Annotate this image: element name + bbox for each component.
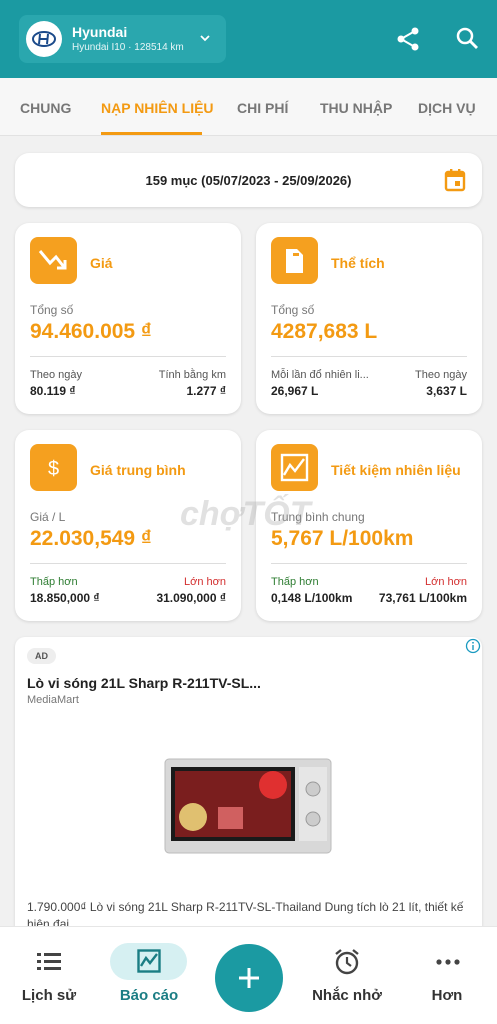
search-button[interactable] <box>455 26 481 52</box>
history-icon <box>37 953 61 970</box>
stat-card[interactable]: Thể tích Tổng số 4287,683 L Mỗi lần đổ nhiê… <box>256 223 482 414</box>
date-range: 159 mục (05/07/2023 - 25/09/2026) <box>145 173 352 188</box>
stat-icon: $ <box>30 444 77 491</box>
svg-text:$: $ <box>48 458 59 480</box>
tab-indicator <box>101 132 202 135</box>
total-value: 22.030,549 ₫ <box>30 527 152 550</box>
dropdown-icon <box>200 35 210 42</box>
calendar-icon[interactable] <box>444 168 466 192</box>
right-label: Lớn hơn <box>184 576 226 588</box>
tab-bar: CHUNG NẠP NHIÊN LIỆU CHI PHÍ THU NHẬP DỊCH V… <box>0 78 497 136</box>
reminder-icon <box>335 949 359 975</box>
total-label: Giá / L <box>30 510 66 524</box>
left-value: 80.119 ₫ <box>30 384 76 398</box>
total-label: Trung bình chung <box>271 510 365 524</box>
total-label: Tổng số <box>30 303 74 317</box>
date-range-card[interactable]: 159 mục (05/07/2023 - 25/09/2026) <box>15 153 482 207</box>
left-value: 26,967 L <box>271 384 319 398</box>
total-value: 5,767 L/100km <box>271 527 414 550</box>
tab[interactable]: CHUNG <box>20 100 72 116</box>
right-value: 3,637 L <box>426 384 467 398</box>
nav-label[interactable]: Lịch sử <box>21 987 77 1004</box>
nav-label[interactable]: Báo cáo <box>119 987 179 1004</box>
right-value: 73,761 L/100km <box>378 591 467 605</box>
more-icon <box>436 959 460 965</box>
divider <box>271 563 467 564</box>
divider <box>271 356 467 357</box>
left-label: Thấp hơn <box>271 576 319 588</box>
stat-icon <box>271 237 318 284</box>
nav-label[interactable]: Hơn <box>431 987 463 1004</box>
right-label: Tính bằng km <box>158 369 226 381</box>
tab[interactable]: NẠP NHIÊN LIỆU <box>101 100 214 116</box>
divider <box>30 356 226 357</box>
stat-icon <box>271 444 318 491</box>
stat-card[interactable]: $ Giá trung bình Giá / L 22.030,549 ₫ Thấp h… <box>15 430 241 621</box>
report-icon <box>137 949 161 973</box>
ad-badge: AD <box>27 648 56 664</box>
vehicle-info: Hyundai I10 · 128514 km <box>72 42 184 53</box>
left-label: Mỗi lần đổ nhiên li... <box>271 369 369 381</box>
nav-label[interactable]: Nhắc nhở <box>312 987 382 1004</box>
right-label: Lớn hơn <box>425 576 467 588</box>
stat-title: Tiết kiệm nhiên liệu <box>331 462 461 478</box>
ad-image <box>164 758 332 854</box>
share-button[interactable] <box>396 26 422 52</box>
stat-card[interactable]: Giá Tổng số 94.460.005 ₫ Theo ngày 80.119 ₫ T… <box>15 223 241 414</box>
total-value: 4287,683 L <box>271 320 378 343</box>
stat-title: Thể tích <box>331 255 385 271</box>
vehicle-selector[interactable]: Hyundai Hyundai I10 · 128514 km <box>19 15 226 63</box>
ad-advertiser: MediaMart <box>27 694 79 706</box>
tab[interactable]: DỊCH VỤ <box>418 100 476 116</box>
right-value: 31.090,000 ₫ <box>156 591 226 605</box>
divider <box>30 563 226 564</box>
add-button[interactable] <box>214 943 284 1013</box>
ad-title: Lò vi sóng 21L Sharp R-211TV-SL... <box>27 675 261 691</box>
app-bar: Hyundai Hyundai I10 · 128514 km <box>0 0 497 78</box>
left-value: 0,148 L/100km <box>271 591 353 605</box>
right-value: 1.277 ₫ <box>186 384 226 398</box>
left-value: 18.850,000 ₫ <box>30 591 100 605</box>
left-label: Theo ngày <box>30 369 82 381</box>
stat-icon <box>30 237 77 284</box>
total-label: Tổng số <box>271 303 315 317</box>
stat-title: Giá <box>90 255 113 271</box>
tab[interactable]: THU NHẬP <box>320 100 393 116</box>
total-value: 94.460.005 ₫ <box>30 320 152 343</box>
ad-card[interactable]: AD Lò vi sóng 21L Sharp R-211TV-SL... Me… <box>15 637 482 937</box>
ad-info-icon[interactable] <box>465 638 481 654</box>
brand-logo <box>26 21 62 57</box>
left-label: Thấp hơn <box>30 576 78 588</box>
right-label: Theo ngày <box>415 369 467 381</box>
brand: Hyundai <box>72 24 128 40</box>
stat-title: Giá trung bình <box>90 462 186 478</box>
tab[interactable]: CHI PHÍ <box>237 100 289 116</box>
watermark: chợTỐT <box>180 495 311 533</box>
stat-card[interactable]: Tiết kiệm nhiên liệu Trung bình chung 5,76… <box>256 430 482 621</box>
